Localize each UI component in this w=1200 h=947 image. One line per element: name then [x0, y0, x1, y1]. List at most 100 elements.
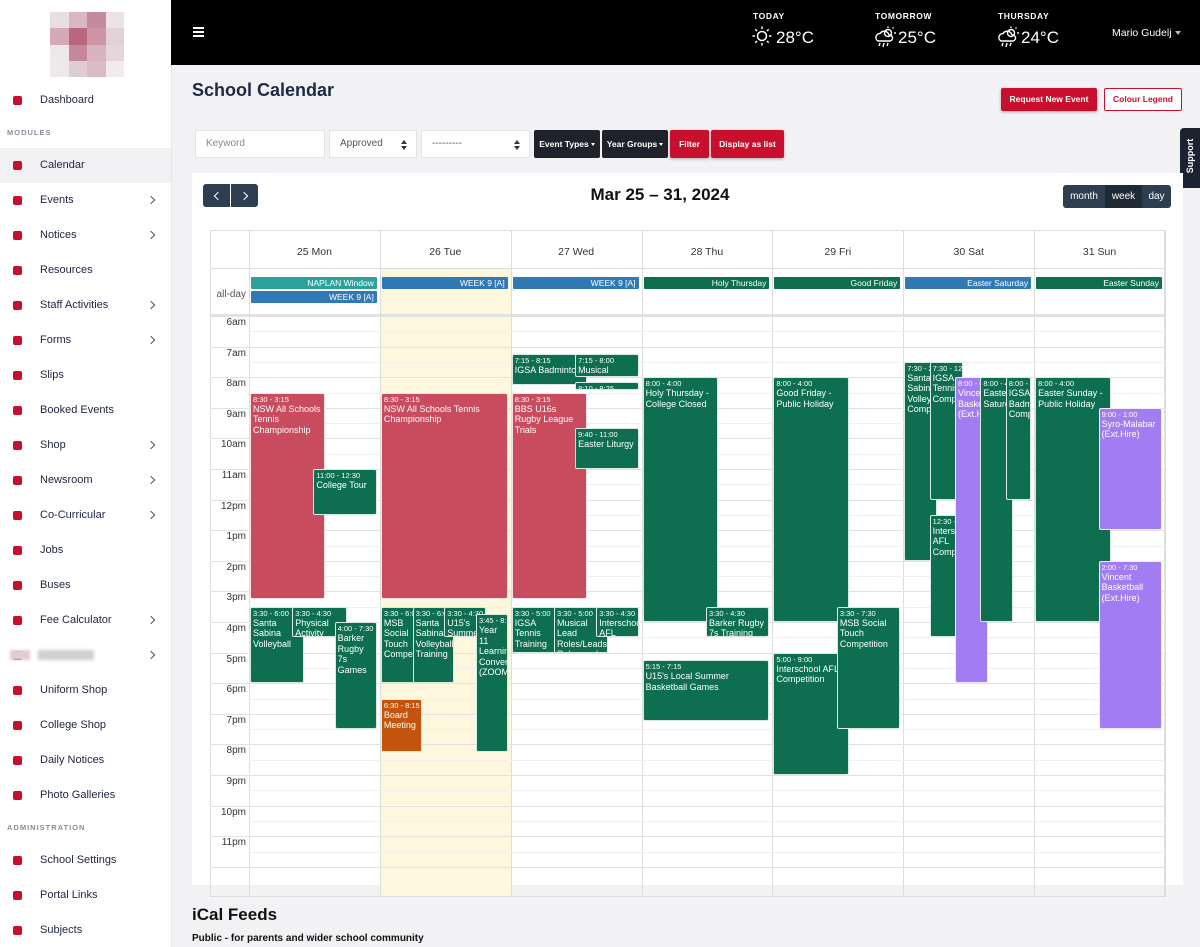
user-menu[interactable]: Mario Gudelj [1112, 27, 1181, 39]
event[interactable]: 8:00 - 4:00 Easter Sunday - Public Holida… [1035, 377, 1111, 622]
event[interactable]: 3:30 - 6:00 Santa Sabina Volleyball Train… [412, 606, 454, 684]
menu-item[interactable]: Fee Calculator [0, 603, 171, 638]
legend-button[interactable]: Colour Legend [1104, 88, 1182, 111]
next-button[interactable] [231, 184, 258, 207]
event[interactable]: 3:30 - 7:30 MSB Social Touch Competition [836, 606, 901, 730]
menu-icon [13, 581, 22, 590]
allday-event[interactable]: WEEK 9 [A] [512, 277, 639, 289]
event-time: 2:00 - 7:30 [1101, 562, 1138, 572]
event[interactable]: 9:00 - 1:00 Syro-Malabar (Ext.Hire) [1098, 407, 1162, 531]
menu-item[interactable]: Portal Links [0, 878, 171, 913]
allday-event[interactable]: WEEK 9 [A] [251, 291, 377, 303]
allday-event[interactable]: Easter Sunday [1036, 277, 1162, 289]
menu-item[interactable]: Calendar [0, 148, 171, 183]
request-button[interactable]: Request New Event [1001, 88, 1097, 111]
event[interactable]: 8:10 - 8:25Com [575, 382, 639, 390]
menu-toggle-bar [193, 27, 204, 29]
menu-item[interactable]: Newsroom [0, 463, 171, 498]
menu-item[interactable]: Jobs [0, 533, 171, 568]
event[interactable]: 3:30 - 4:30Interschool AFL [596, 606, 639, 638]
menu-item[interactable]: Dashboard [0, 83, 171, 118]
event[interactable]: 5:15 - 7:15 U15's Local Summer Basketball… [642, 660, 770, 722]
chevron [146, 335, 156, 345]
menu-item[interactable]: Notices [0, 218, 171, 253]
menu-item[interactable]: Photo Galleries [0, 778, 171, 813]
weather-temp: 25°C [898, 28, 936, 47]
menu-heading: MODULES [0, 118, 171, 148]
view-button[interactable]: month [1063, 185, 1105, 208]
weather-icon-part [882, 42, 885, 48]
event-time: 3:30 - 6:00 [253, 608, 289, 618]
keyword-input[interactable]: Keyword [195, 130, 325, 158]
event[interactable]: 4:00 - 7:30 Barker Rugby 7s Games [334, 622, 377, 730]
event[interactable]: 8:00 - 4:00 Good Friday - Public Holiday [773, 377, 849, 622]
menu-label: Portal Links [40, 889, 98, 901]
support-text[interactable]: Support [1185, 138, 1195, 174]
logo-pixel [68, 44, 87, 61]
event[interactable]: 3:30 - 4:30 Barker Rugby 7s Training [706, 606, 770, 638]
view-button[interactable]: day [1142, 185, 1171, 208]
event-time: 8:00 - 4:00 [1038, 379, 1074, 389]
event[interactable]: 8:30 - 3:15 NSW All Schools Tennis Champi… [250, 392, 326, 600]
event[interactable]: 5:00 - 9:00 Interschool AFL Competition [773, 652, 849, 775]
weather-icon-part [998, 30, 1017, 42]
event[interactable]: 6:30 - 8:15 Board Meeting [380, 698, 423, 753]
event[interactable]: 8:00 - 4:00 Holy Thursday - College Close… [642, 377, 718, 622]
event[interactable]: 8:30 - 3:15 BBS U16s Rugby League Trials [511, 392, 588, 600]
chevron [146, 440, 156, 450]
menu-item[interactable]: Booked Events [0, 393, 171, 428]
menu-item[interactable]: Staff Activities [0, 288, 171, 323]
event-title: U15's Summer Basketball [447, 617, 482, 638]
menu-item[interactable]: Buses [0, 568, 171, 603]
event[interactable]: 3:45 - 8:15Year 11 Learning Conversation… [476, 614, 508, 753]
hour-label: 1pm [226, 531, 246, 543]
allday-event[interactable]: NAPLAN Window [251, 277, 377, 289]
menu-item[interactable]: Uniform Shop [0, 673, 171, 708]
logo-pixel [50, 28, 69, 45]
view-button[interactable]: week [1105, 185, 1142, 208]
grid-line [210, 316, 1165, 317]
menu-item[interactable]: Resources [0, 253, 171, 288]
event[interactable]: 9:40 - 11:00 Easter Liturgy [575, 428, 639, 469]
menu-item[interactable]: Events [0, 183, 171, 218]
allday-event[interactable]: Easter Saturday [905, 277, 1032, 289]
allday-event[interactable]: Good Friday [774, 277, 901, 289]
prev-button[interactable] [203, 184, 230, 207]
menu-item[interactable]: School Settings [0, 843, 171, 878]
sidebar: Dashboard MODULES Calendar Events Notices Res… [0, 0, 172, 947]
filter-button[interactable]: Display as list [711, 130, 784, 158]
event[interactable]: 11:00 - 12:30 College Tour [313, 469, 377, 515]
event[interactable]: 2:00 - 7:30 Vincent Basketball (Ext.Hire) [1098, 560, 1162, 730]
menu-item[interactable]: Slips [0, 358, 171, 393]
select[interactable]: Approved [329, 130, 417, 158]
menu-item[interactable] [0, 638, 171, 673]
support-tab[interactable] [1180, 128, 1200, 188]
menu-item[interactable]: Daily Notices [0, 743, 171, 778]
weather-icon-part [875, 26, 896, 48]
menu-item[interactable]: Subjects [0, 913, 171, 947]
grid-line [210, 744, 1165, 746]
select[interactable]: --------- [421, 130, 530, 158]
event[interactable]: 8:30 - 3:15 NSW All Schools Tennis Champi… [380, 392, 508, 600]
menu-icon [13, 616, 22, 625]
allday-event[interactable]: WEEK 9 [A] [381, 277, 508, 289]
user-name: Mario Gudelj [1112, 27, 1172, 39]
allday-event[interactable]: Holy Thursday [643, 277, 770, 289]
menu-icon [13, 441, 22, 450]
menu-toggle[interactable] [193, 27, 204, 37]
menu-item[interactable]: Forms [0, 323, 171, 358]
event[interactable]: 7:15 - 8:15 IGSA Badminton [511, 354, 588, 385]
filter-button[interactable]: Event Types [534, 130, 600, 158]
filter-button[interactable]: Year Groups [602, 130, 668, 158]
hour-label: 6am [226, 317, 246, 328]
menu-item[interactable]: Co-Curricular [0, 498, 171, 533]
menu-item[interactable]: Shop [0, 428, 171, 463]
filter-button[interactable]: Filter [670, 130, 709, 158]
keyword-input-text: Keyword [206, 138, 245, 149]
menu-item[interactable]: College Shop [0, 708, 171, 743]
select-arrow [514, 146, 520, 150]
grid-line [249, 820, 1165, 822]
